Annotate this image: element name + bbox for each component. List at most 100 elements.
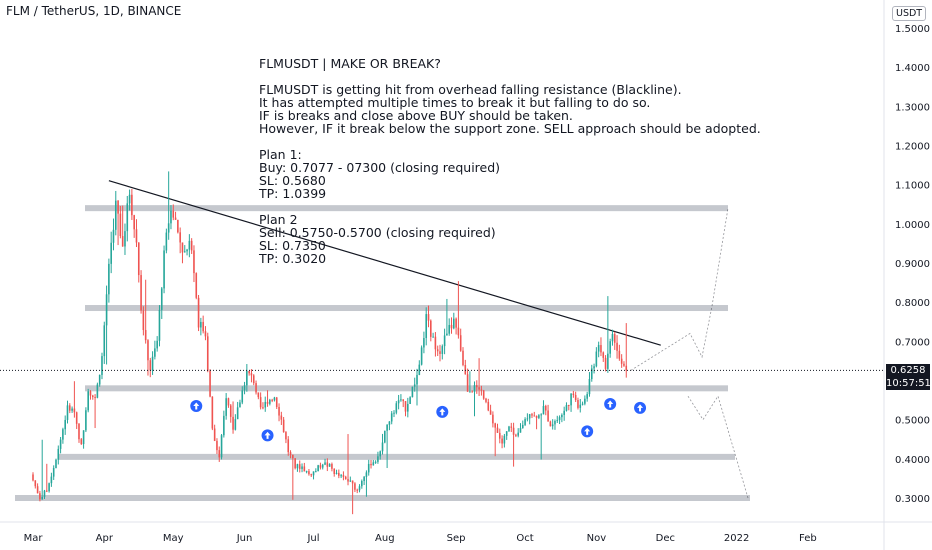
candle-body — [595, 351, 598, 367]
buy-markers — [190, 397, 647, 442]
note-line — [259, 135, 761, 148]
falling-resistance-line[interactable] — [108, 180, 661, 346]
time-tick-label: Nov — [587, 533, 607, 544]
candle-body — [618, 350, 621, 359]
candle-body — [354, 483, 356, 490]
candle-body — [459, 335, 462, 351]
currency-unit-label[interactable]: USDT — [892, 6, 927, 21]
candle-body — [593, 366, 595, 369]
candle-body — [312, 471, 315, 476]
up-arrow-glyph — [584, 427, 591, 435]
candle-body — [625, 365, 628, 371]
candle-body — [39, 493, 41, 500]
price-tick-label: 1.2000 — [895, 141, 930, 152]
candle-body — [156, 340, 158, 349]
time-tick-label: 2022 — [724, 533, 749, 544]
candle-body — [404, 401, 407, 412]
candle-body — [331, 464, 333, 469]
symbol-title[interactable]: FLM / TetherUS, 1D, BINANCE — [6, 4, 182, 18]
candle-body — [384, 430, 386, 443]
price-tick-label: 0.3000 — [895, 494, 930, 505]
candle-body — [163, 250, 165, 289]
candle-body — [584, 398, 586, 404]
candle-body — [526, 418, 529, 420]
candle-body — [91, 395, 94, 398]
up-arrow-glyph — [637, 404, 644, 412]
candle-body — [501, 438, 503, 444]
candle-body — [71, 408, 73, 411]
candle-body — [80, 439, 83, 445]
note-line — [259, 200, 761, 213]
projection-up-path — [630, 208, 729, 371]
candle-body — [177, 219, 179, 233]
candle-body — [195, 273, 198, 298]
candle-body — [528, 414, 531, 419]
candle-body — [197, 297, 200, 328]
candle-body — [172, 210, 175, 218]
candle-body — [531, 414, 533, 416]
up-arrow-glyph — [193, 402, 200, 410]
candle-body — [140, 275, 142, 311]
candle-body — [586, 394, 588, 399]
note-line: It has attempted multiple times to break… — [259, 95, 651, 110]
time-tick-label: Apr — [96, 533, 114, 544]
candle-body — [186, 249, 188, 252]
candle-body — [87, 391, 89, 411]
candle-body — [492, 414, 494, 424]
candle-body — [372, 462, 375, 466]
candle-body — [317, 465, 319, 472]
candle-body — [597, 345, 600, 352]
candle-body — [623, 363, 625, 366]
zone-band — [85, 205, 728, 212]
candle-body — [420, 347, 423, 365]
candle-body — [57, 448, 60, 460]
candle-body — [485, 398, 487, 402]
candle-body — [218, 450, 221, 458]
candle-body — [149, 360, 152, 371]
candle-body — [602, 352, 605, 358]
candle-body — [121, 236, 124, 247]
candle-body — [193, 250, 195, 274]
candle-body — [418, 364, 421, 375]
time-tick-label: Jun — [236, 533, 253, 544]
candle-body — [469, 391, 471, 393]
candle-body — [338, 472, 340, 476]
candle-body — [213, 428, 216, 441]
price-tick-label: 1.1000 — [895, 181, 930, 192]
candle-body — [241, 390, 244, 403]
candle-body — [473, 385, 476, 392]
candle-body — [315, 471, 317, 473]
candle-body — [441, 346, 444, 354]
candle-body — [110, 242, 112, 264]
candle-body — [50, 476, 53, 484]
candle-body — [32, 474, 34, 481]
candle-body — [416, 374, 418, 385]
candle-body — [200, 321, 202, 328]
candle-body — [114, 200, 117, 230]
candle-body — [590, 368, 593, 380]
note-line: SL: 0.5680 — [259, 173, 326, 188]
candle-body — [137, 242, 140, 276]
candle-body — [101, 356, 103, 375]
candle-body — [478, 387, 480, 390]
candle-body — [335, 472, 338, 474]
candle-body — [395, 403, 398, 413]
candle-body — [512, 427, 515, 435]
candle-body — [517, 432, 519, 436]
candle-body — [347, 479, 349, 482]
candle-body — [250, 373, 253, 376]
candle-body — [174, 217, 177, 220]
candle-body — [579, 404, 582, 408]
candle-body — [524, 419, 526, 425]
candle-body — [236, 407, 239, 420]
time-axis[interactable]: Mar Apr May Jun Jul Aug Sep Oct Nov Dec 2022 Feb — [24, 533, 817, 544]
candle-body — [248, 370, 250, 374]
price-tick-label: 1.5000 — [895, 24, 930, 35]
price-axis[interactable]: 1.5000 1.4000 1.3000 1.2000 1.1000 1.0000 0.90… — [895, 24, 930, 505]
candle-body — [457, 327, 460, 336]
candle-body — [324, 462, 326, 465]
candle-body — [390, 413, 393, 422]
candle-body — [94, 397, 96, 399]
candle-body — [34, 480, 37, 487]
